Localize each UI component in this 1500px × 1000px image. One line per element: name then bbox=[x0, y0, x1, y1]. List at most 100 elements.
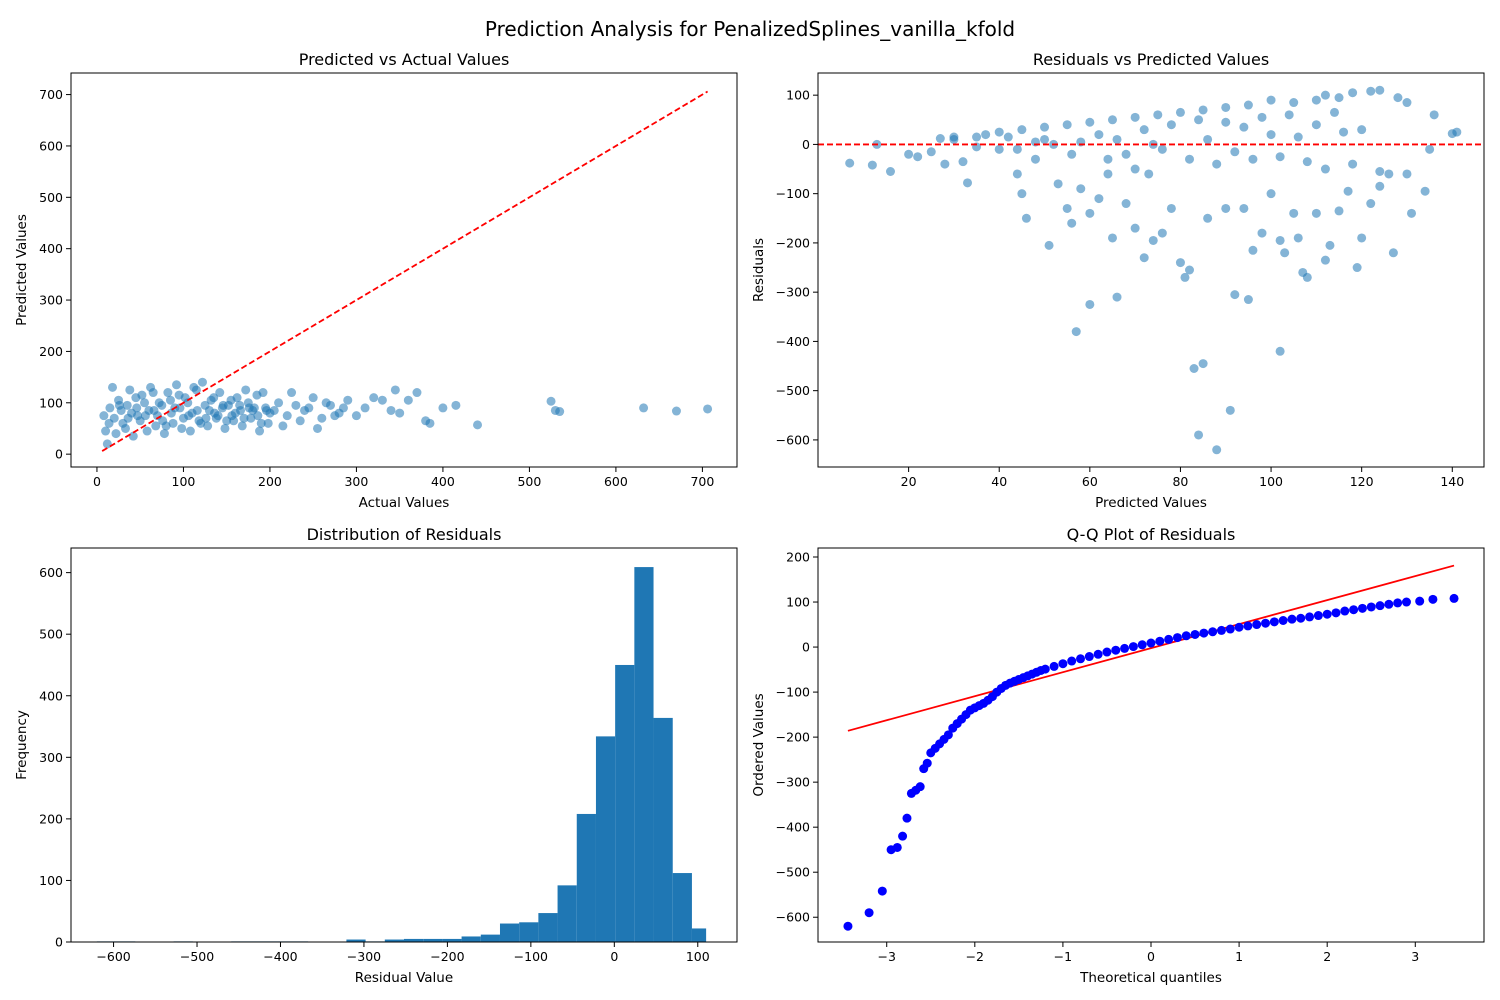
data-point bbox=[114, 400, 124, 410]
y-tick-label: 500 bbox=[39, 627, 63, 642]
qq-point bbox=[1252, 620, 1262, 630]
data-point bbox=[671, 406, 681, 416]
data-point bbox=[994, 144, 1004, 154]
data-point bbox=[99, 411, 109, 421]
data-point bbox=[1366, 86, 1376, 96]
qq-point bbox=[1234, 622, 1244, 632]
data-point bbox=[1085, 299, 1095, 309]
data-point bbox=[269, 405, 279, 415]
data-point bbox=[120, 423, 130, 433]
x-tick-label: −3 bbox=[877, 949, 895, 964]
data-point bbox=[151, 421, 161, 431]
data-point bbox=[403, 395, 413, 405]
data-point bbox=[295, 416, 305, 426]
plot-area bbox=[818, 85, 1484, 455]
data-point bbox=[1420, 186, 1430, 196]
data-point bbox=[1203, 213, 1213, 223]
qq-point bbox=[1137, 640, 1147, 650]
data-point bbox=[1407, 208, 1417, 218]
x-tick-label: 80 bbox=[1172, 474, 1188, 489]
data-point bbox=[1139, 125, 1149, 135]
data-point bbox=[1094, 130, 1104, 140]
data-point bbox=[1044, 240, 1054, 250]
panel-residual-histogram: Distribution of Residuals −600 −500 −400 −3… bbox=[14, 525, 738, 986]
data-point bbox=[137, 390, 147, 400]
data-point bbox=[146, 382, 156, 392]
qq-point bbox=[1172, 633, 1182, 643]
data-point bbox=[1157, 228, 1167, 238]
qq-point bbox=[1225, 624, 1235, 634]
data-point bbox=[1203, 134, 1213, 144]
histogram-bar bbox=[480, 934, 500, 942]
qq-point bbox=[1093, 649, 1103, 659]
panel-predicted-vs-actual: Predicted vs Actual Values 0 100 200 300 400… bbox=[14, 50, 738, 511]
data-point bbox=[1067, 218, 1077, 228]
qq-point bbox=[1449, 593, 1459, 603]
y-tick-label: −300 bbox=[776, 285, 810, 300]
qq-point bbox=[1208, 627, 1218, 637]
data-point bbox=[972, 132, 982, 142]
data-point bbox=[1221, 203, 1231, 213]
data-point bbox=[1352, 263, 1362, 273]
data-point bbox=[203, 421, 213, 431]
data-point bbox=[1130, 112, 1140, 122]
qq-point bbox=[1340, 606, 1350, 616]
data-point bbox=[1121, 199, 1131, 209]
data-point bbox=[163, 388, 173, 398]
data-point bbox=[1339, 127, 1349, 137]
qq-point bbox=[1040, 664, 1050, 674]
plot-area bbox=[96, 567, 707, 942]
x-tick-label: 0 bbox=[93, 474, 101, 489]
data-point bbox=[1429, 110, 1439, 120]
qq-point bbox=[1357, 603, 1367, 613]
data-point bbox=[1225, 405, 1235, 415]
data-point bbox=[1003, 132, 1013, 142]
data-point bbox=[1243, 100, 1253, 110]
qq-point bbox=[1102, 647, 1112, 657]
y-tick-label: 100 bbox=[39, 395, 63, 410]
data-point bbox=[132, 403, 142, 413]
data-point bbox=[546, 396, 556, 406]
data-point bbox=[1085, 117, 1095, 127]
data-point bbox=[958, 157, 968, 167]
data-point bbox=[158, 416, 168, 426]
data-point bbox=[1289, 208, 1299, 218]
data-point bbox=[1366, 199, 1376, 209]
data-point bbox=[1040, 122, 1050, 132]
x-tick-label: 0 bbox=[610, 949, 618, 964]
data-point bbox=[1425, 144, 1435, 154]
data-point bbox=[555, 407, 565, 417]
y-tick-label: 200 bbox=[786, 550, 810, 565]
qq-point bbox=[843, 921, 853, 931]
data-point bbox=[1166, 203, 1176, 213]
data-point bbox=[1062, 203, 1072, 213]
data-point bbox=[104, 418, 114, 428]
data-point bbox=[1157, 144, 1167, 154]
qq-point bbox=[1120, 643, 1130, 653]
data-point bbox=[1194, 430, 1204, 440]
data-point bbox=[1302, 157, 1312, 167]
data-point bbox=[1357, 233, 1367, 243]
x-axis-label: Theoretical quantiles bbox=[1079, 970, 1222, 986]
x-tick-label: 20 bbox=[901, 474, 917, 489]
data-point bbox=[308, 393, 318, 403]
y-tick-label: −100 bbox=[776, 685, 810, 700]
qq-point bbox=[1243, 621, 1253, 631]
qq-point bbox=[1384, 599, 1394, 609]
qq-point bbox=[1190, 629, 1200, 639]
data-point bbox=[1311, 120, 1321, 130]
qq-point bbox=[902, 813, 912, 823]
data-point bbox=[159, 429, 169, 439]
data-point bbox=[338, 403, 348, 413]
data-point bbox=[1280, 248, 1290, 258]
data-point bbox=[1257, 112, 1267, 122]
data-point bbox=[210, 408, 220, 418]
data-point bbox=[913, 152, 923, 162]
data-point bbox=[1275, 235, 1285, 245]
data-point bbox=[1017, 189, 1027, 199]
y-tick-label: 100 bbox=[786, 88, 810, 103]
qq-point bbox=[922, 758, 932, 768]
qq-point bbox=[1349, 605, 1359, 615]
histogram-bar bbox=[404, 938, 424, 942]
